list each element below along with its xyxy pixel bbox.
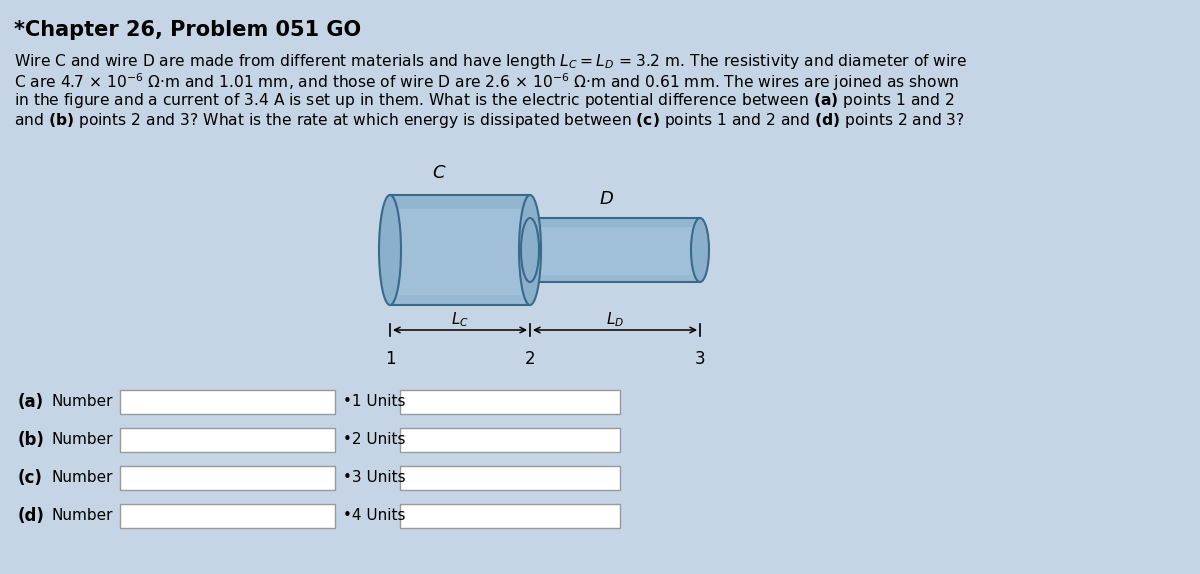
- Text: Number: Number: [52, 432, 113, 448]
- Text: *Chapter 26, Problem 051 GO: *Chapter 26, Problem 051 GO: [14, 20, 361, 40]
- Text: 2: 2: [524, 350, 535, 368]
- Text: $L_C$: $L_C$: [451, 311, 469, 329]
- Text: •2 Units: •2 Units: [343, 432, 406, 448]
- Ellipse shape: [520, 195, 541, 305]
- Text: Number: Number: [52, 471, 113, 486]
- Text: C are 4.7 $\times$ 10$^{-6}$ $\Omega$$\cdot$m and 1.01 mm, and those of wire D a: C are 4.7 $\times$ 10$^{-6}$ $\Omega$$\c…: [14, 72, 959, 93]
- Bar: [120, 504, 335, 528]
- Text: •1 Units: •1 Units: [343, 394, 406, 409]
- Bar: [400, 428, 620, 452]
- Bar: [400, 504, 620, 528]
- Ellipse shape: [521, 218, 539, 282]
- Text: Number: Number: [52, 509, 113, 523]
- Text: 3: 3: [695, 350, 706, 368]
- Text: and $\mathbf{(b)}$ points 2 and 3? What is the rate at which energy is dissipate: and $\mathbf{(b)}$ points 2 and 3? What …: [14, 111, 965, 130]
- Bar: [400, 390, 620, 414]
- Text: •3 Units: •3 Units: [343, 471, 406, 486]
- Text: D: D: [600, 190, 613, 208]
- Text: C: C: [433, 164, 445, 182]
- Text: •4 Units: •4 Units: [343, 509, 406, 523]
- Text: (a): (a): [18, 393, 44, 411]
- Text: (d): (d): [18, 507, 44, 525]
- Text: (c): (c): [18, 469, 43, 487]
- Bar: [120, 466, 335, 490]
- Bar: [530, 275, 700, 282]
- Text: (b): (b): [18, 431, 44, 449]
- Text: Number: Number: [52, 394, 113, 409]
- Text: in the figure and a current of 3.4 A is set up in them. What is the electric pot: in the figure and a current of 3.4 A is …: [14, 91, 954, 110]
- Ellipse shape: [691, 218, 709, 282]
- Text: Wire C and wire D are made from different materials and have length $L_C = L_D$ : Wire C and wire D are made from differen…: [14, 52, 967, 71]
- Bar: [390, 195, 530, 305]
- Bar: [400, 466, 620, 490]
- Bar: [390, 295, 530, 305]
- Text: $L_D$: $L_D$: [606, 311, 624, 329]
- Bar: [120, 428, 335, 452]
- Bar: [530, 218, 700, 282]
- Ellipse shape: [379, 195, 401, 305]
- Bar: [120, 390, 335, 414]
- Bar: [390, 195, 530, 209]
- Text: 1: 1: [385, 350, 395, 368]
- Bar: [530, 218, 700, 227]
